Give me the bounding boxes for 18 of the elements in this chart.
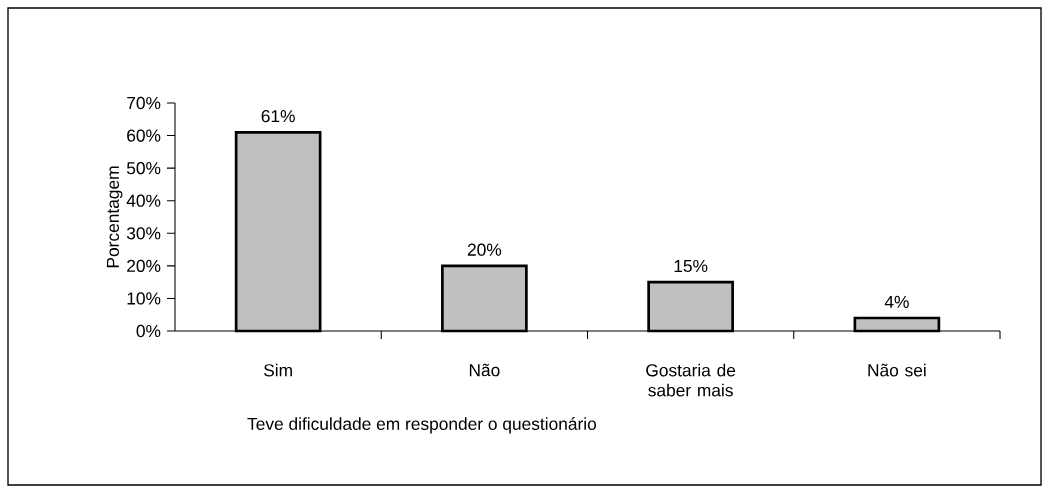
y-axis-title: Porcentagem [106, 166, 123, 268]
y-tick-label: 50% [126, 162, 161, 175]
y-tick-label: 40% [126, 194, 161, 207]
x-tick-label: Gostaria de saber mais [646, 363, 736, 397]
data-label: 4% [884, 295, 909, 308]
data-label: 61% [261, 110, 295, 123]
y-tick-label: 70% [127, 96, 161, 110]
x-tick-label: Não [469, 363, 500, 377]
data-label: 20% [467, 243, 502, 256]
data-label: 15% [674, 259, 708, 273]
y-tick-label: 10% [127, 292, 161, 305]
x-tick-label: Sim [264, 363, 292, 377]
y-tick-label: 0% [136, 324, 161, 338]
x-axis-title: Teve dificuldade em responder o questionário [247, 417, 597, 434]
y-tick-label: 60% [127, 129, 161, 142]
x-tick-label: Não sei [868, 363, 926, 377]
y-tick-label: 30% [126, 227, 161, 240]
y-tick-label: 20% [127, 259, 161, 272]
